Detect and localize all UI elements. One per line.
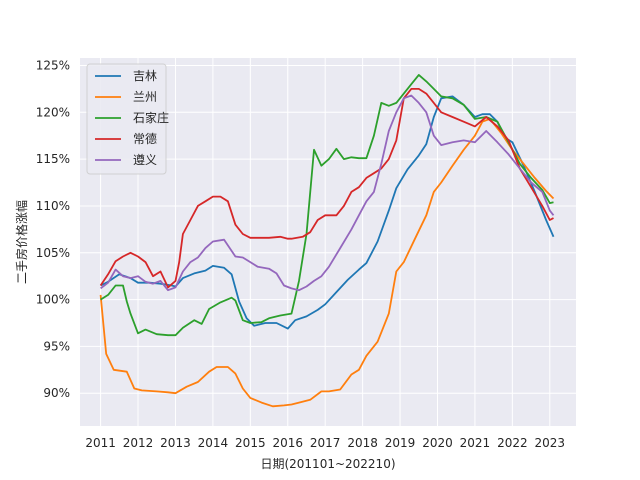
series-line-2 — [100, 74, 554, 337]
y-tick-label: 115% — [36, 152, 70, 166]
watermark-text: 知乎用户 — [543, 452, 611, 472]
x-tick-label: 2011 — [85, 436, 116, 450]
x-tick-label: 2017 — [310, 436, 341, 450]
series-line-1 — [99, 118, 555, 408]
x-tick-label: 2022 — [497, 436, 528, 450]
x-tick-label: 2023 — [535, 436, 566, 450]
y-tick-label: 100% — [36, 293, 70, 307]
legend-label: 兰州 — [133, 90, 157, 104]
y-axis-label: 二手房价格涨幅 — [14, 200, 29, 284]
y-tick-label: 120% — [36, 105, 70, 119]
series-lines — [99, 74, 555, 408]
y-tick-label: 125% — [36, 58, 70, 72]
legend-label: 吉林 — [133, 69, 157, 83]
x-tick-label: 2013 — [160, 436, 191, 450]
x-tick-label: 2019 — [385, 436, 416, 450]
y-tick-labels: 90% 95% 100% 105% 110% 115% 120% 125% — [36, 58, 70, 400]
y-tick-label: 110% — [36, 199, 70, 213]
x-tick-label: 2014 — [198, 436, 229, 450]
legend-label: 遵义 — [133, 152, 157, 167]
x-tick-label: 2021 — [460, 436, 491, 450]
x-tick-label: 2015 — [235, 436, 266, 450]
x-tick-label: 2016 — [272, 436, 303, 450]
x-axis-label: 日期(201101~202210) — [260, 457, 395, 471]
x-tick-label: 2012 — [123, 436, 154, 450]
series-line-4 — [100, 94, 555, 292]
y-tick-label: 95% — [43, 339, 70, 353]
legend-label: 常德 — [133, 131, 157, 146]
y-tick-label: 105% — [36, 246, 70, 260]
y-tick-label: 90% — [43, 386, 70, 400]
legend-label: 石家庄 — [133, 110, 169, 125]
x-tick-labels: 2011 2012 2013 2014 2015 2016 2017 2018 2019 2020… — [85, 436, 565, 450]
x-tick-label: 2020 — [422, 436, 453, 450]
legend-box — [86, 63, 167, 175]
x-tick-label: 2018 — [347, 436, 378, 450]
series-line-3 — [99, 88, 554, 289]
